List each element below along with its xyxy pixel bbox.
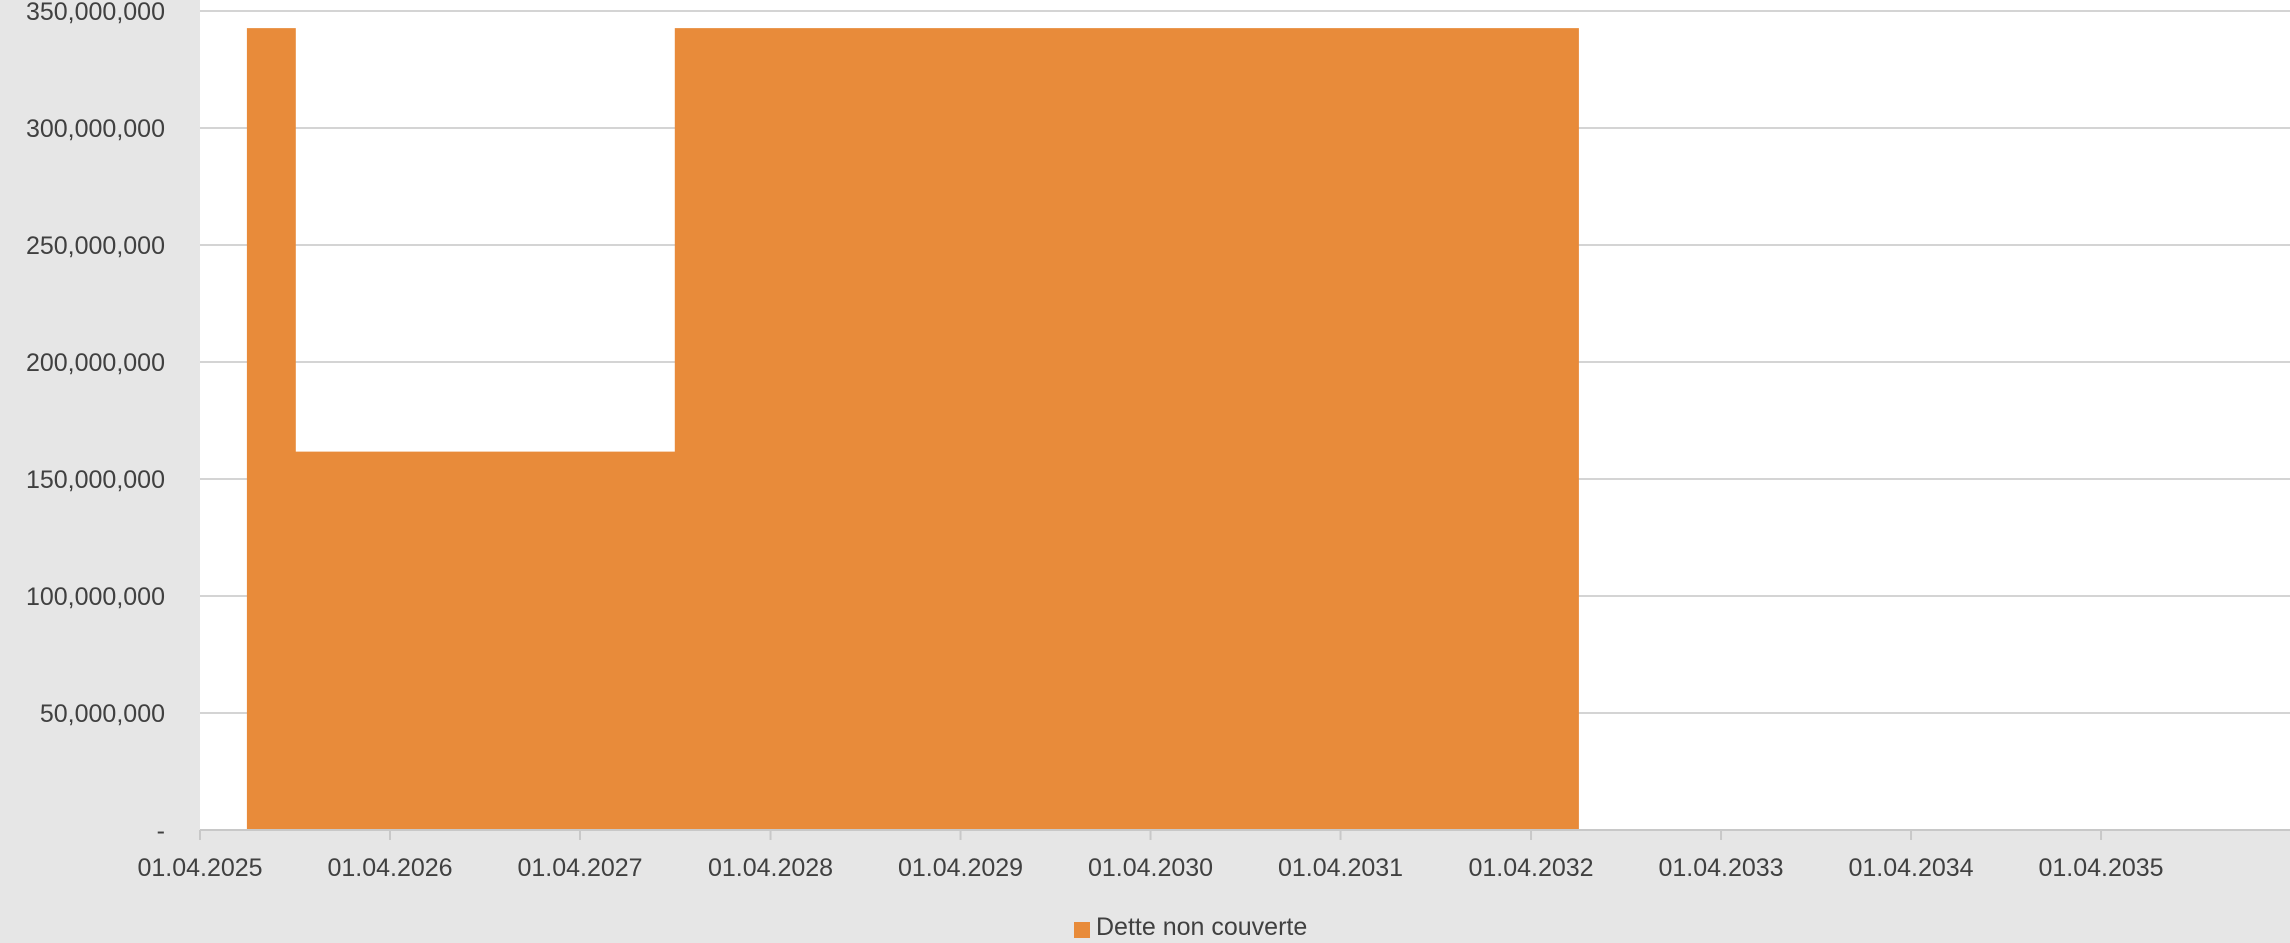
x-tick-label: 01.04.2025 bbox=[137, 854, 262, 882]
y-tick-label: 300,000,000 bbox=[26, 115, 165, 143]
x-tick-label: 01.04.2031 bbox=[1278, 854, 1403, 882]
y-tick-label: 50,000,000 bbox=[40, 700, 165, 728]
y-tick-label: 250,000,000 bbox=[26, 232, 165, 260]
x-tick-label: 01.04.2030 bbox=[1088, 854, 1213, 882]
x-tick-label: 01.04.2026 bbox=[327, 854, 452, 882]
x-tick-label: 01.04.2034 bbox=[1848, 854, 1973, 882]
series-areas bbox=[246, 28, 1579, 831]
y-tick-label: - bbox=[157, 817, 165, 845]
y-tick-label: 200,000,000 bbox=[26, 349, 165, 377]
x-tick-label: 01.04.2028 bbox=[708, 854, 833, 882]
y-tick-label: 350,000,000 bbox=[26, 0, 165, 26]
y-tick-labels: - 50,000,000 100,000,000 150,000,000 200,000… bbox=[26, 0, 165, 845]
x-tick-label: 01.04.2033 bbox=[1658, 854, 1783, 882]
y-tick-label: 100,000,000 bbox=[26, 583, 165, 611]
area-series bbox=[246, 28, 1579, 831]
y-tick-label: 150,000,000 bbox=[26, 466, 165, 494]
x-tick-label: 01.04.2032 bbox=[1468, 854, 1593, 882]
legend-swatch bbox=[1074, 922, 1090, 938]
x-tick-label: 01.04.2027 bbox=[517, 854, 642, 882]
x-tick-labels: 01.04.2025 01.04.2026 01.04.2027 01.04.2028… bbox=[137, 830, 2164, 882]
x-tick-label: 01.04.2029 bbox=[898, 854, 1023, 882]
legend-label: Dette non couverte bbox=[1096, 913, 1307, 941]
x-tick-label: 01.04.2035 bbox=[2038, 854, 2163, 882]
legend: Dette non couverte bbox=[1074, 913, 1307, 941]
